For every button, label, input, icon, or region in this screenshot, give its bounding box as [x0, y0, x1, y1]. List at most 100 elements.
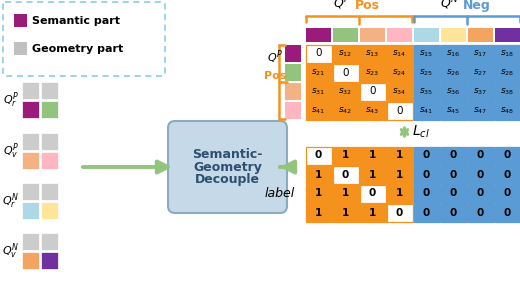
Text: 1: 1: [369, 150, 376, 160]
Text: $s_{26}$: $s_{26}$: [446, 67, 461, 78]
Bar: [360, 28, 385, 42]
Text: 1: 1: [369, 169, 376, 179]
Bar: [413, 185, 439, 203]
Text: 0: 0: [369, 188, 376, 198]
Bar: [306, 44, 332, 63]
Bar: [332, 82, 358, 101]
Bar: [413, 146, 439, 165]
Bar: [386, 185, 412, 203]
Bar: [359, 165, 385, 184]
Bar: [22, 133, 39, 150]
Bar: [41, 183, 58, 200]
Bar: [22, 183, 39, 200]
Bar: [386, 165, 412, 184]
Text: $s_{17}$: $s_{17}$: [473, 48, 488, 59]
Bar: [14, 42, 27, 55]
Bar: [306, 146, 332, 165]
Bar: [359, 101, 385, 120]
Bar: [495, 101, 520, 120]
Bar: [306, 82, 332, 101]
Text: 0: 0: [450, 150, 457, 160]
Text: 0: 0: [477, 207, 484, 217]
Bar: [440, 82, 466, 101]
Text: $s_{25}$: $s_{25}$: [420, 67, 434, 78]
Text: 0: 0: [477, 169, 484, 179]
Text: $s_{27}$: $s_{27}$: [473, 67, 488, 78]
Text: 1: 1: [396, 150, 403, 160]
Text: Semantic part: Semantic part: [32, 15, 120, 25]
Text: $s_{24}$: $s_{24}$: [392, 67, 407, 78]
Text: $L_{cl}$: $L_{cl}$: [412, 124, 430, 140]
Text: $s_{34}$: $s_{34}$: [392, 86, 407, 97]
Bar: [413, 82, 439, 101]
Bar: [306, 185, 332, 203]
Bar: [41, 202, 58, 219]
Text: 0: 0: [369, 86, 376, 97]
Text: 0: 0: [423, 169, 430, 179]
Bar: [359, 146, 385, 165]
Text: 0: 0: [450, 207, 457, 217]
Text: $s_{14}$: $s_{14}$: [392, 48, 407, 59]
Text: Pos: Pos: [264, 71, 286, 81]
Bar: [495, 185, 520, 203]
Text: 0: 0: [396, 207, 403, 217]
Bar: [285, 102, 301, 119]
Text: $s_{21}$: $s_{21}$: [311, 67, 326, 78]
Text: 0: 0: [504, 150, 511, 160]
Bar: [440, 44, 466, 63]
Bar: [468, 28, 493, 42]
Bar: [467, 185, 493, 203]
Text: $s_{31}$: $s_{31}$: [311, 86, 326, 97]
Text: Geometry: Geometry: [193, 160, 262, 174]
Bar: [332, 165, 358, 184]
Text: $Q^N_v$: $Q^N_v$: [2, 241, 19, 261]
Bar: [22, 101, 39, 118]
Text: Pos: Pos: [355, 0, 380, 12]
Bar: [22, 233, 39, 250]
Bar: [14, 14, 27, 27]
Bar: [359, 82, 385, 101]
Text: label: label: [265, 187, 295, 200]
Bar: [359, 44, 385, 63]
Text: 0: 0: [450, 169, 457, 179]
Text: $Q^P$: $Q^P$: [267, 49, 283, 66]
Text: 0: 0: [342, 68, 349, 78]
Bar: [332, 44, 358, 63]
Bar: [413, 165, 439, 184]
Text: Decouple: Decouple: [195, 172, 260, 185]
Bar: [306, 28, 331, 42]
Text: 0: 0: [423, 207, 430, 217]
Text: Geometry part: Geometry part: [32, 43, 123, 53]
Bar: [332, 204, 358, 221]
Bar: [413, 44, 439, 63]
Bar: [495, 82, 520, 101]
Bar: [495, 28, 520, 42]
Bar: [332, 101, 358, 120]
Bar: [386, 204, 412, 221]
Bar: [467, 204, 493, 221]
Bar: [386, 63, 412, 82]
Bar: [41, 133, 58, 150]
Bar: [359, 204, 385, 221]
Text: $s_{23}$: $s_{23}$: [366, 67, 380, 78]
Bar: [41, 233, 58, 250]
Bar: [41, 252, 58, 269]
Bar: [306, 63, 332, 82]
Bar: [22, 82, 39, 99]
Bar: [495, 44, 520, 63]
Text: $s_{18}$: $s_{18}$: [500, 48, 515, 59]
Bar: [41, 152, 58, 169]
Text: 0: 0: [477, 150, 484, 160]
Text: 0: 0: [423, 188, 430, 198]
Text: 0: 0: [396, 105, 403, 115]
Bar: [495, 204, 520, 221]
Text: Semantic-: Semantic-: [192, 149, 263, 162]
Text: $s_{35}$: $s_{35}$: [420, 86, 434, 97]
Text: 0: 0: [315, 150, 322, 160]
Text: 1: 1: [315, 188, 322, 198]
Text: $s_{36}$: $s_{36}$: [446, 86, 461, 97]
Text: 1: 1: [342, 207, 349, 217]
Bar: [440, 185, 466, 203]
Bar: [495, 165, 520, 184]
Text: $s_{41}$: $s_{41}$: [311, 105, 326, 116]
